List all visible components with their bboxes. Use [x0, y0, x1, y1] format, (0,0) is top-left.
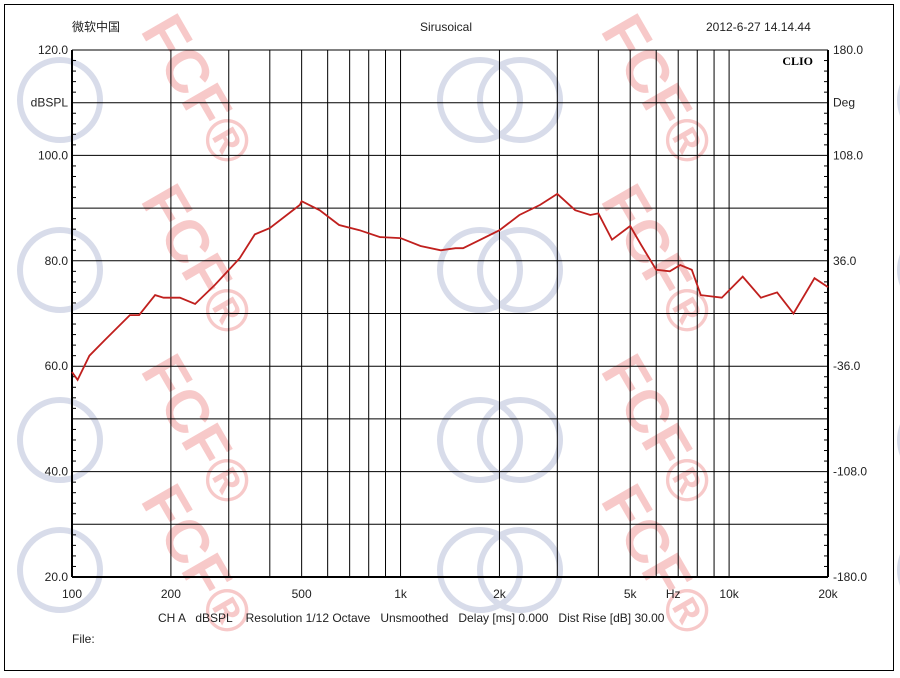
watermark-text: FCF® — [589, 3, 727, 176]
x-tick-label: 5k — [624, 587, 638, 601]
x-tick-label: 1k — [394, 587, 408, 601]
watermark-text: FCF® — [129, 173, 267, 346]
watermark-text: FCF® — [589, 343, 727, 516]
y2-tick-label: 180.0 — [833, 43, 863, 57]
watermark-text: FCF® — [589, 173, 727, 346]
x-tick-label: 500 — [292, 587, 312, 601]
watermark-logo-icon — [437, 527, 523, 613]
y-tick-label: 40.0 — [45, 465, 69, 479]
y2-tick-label: 36.0 — [833, 254, 857, 268]
footer-info: CH A dBSPL Resolution 1/12 Octave Unsmoo… — [158, 611, 665, 625]
timestamp: 2012-6-27 14.14.44 — [706, 20, 811, 34]
chart-frame — [4, 4, 894, 671]
x-tick-label: 200 — [161, 587, 181, 601]
chart-title: Sirusoical — [420, 20, 473, 34]
y-tick-label: 20.0 — [45, 570, 69, 584]
watermark-text: FCF® — [129, 343, 267, 516]
y2-axis-label: Deg — [833, 96, 855, 110]
watermark-logo-icon — [477, 527, 563, 613]
x-axis-label: Hz — [666, 587, 681, 601]
watermark-logo-icon — [17, 527, 103, 613]
watermark-logo-icon — [17, 227, 103, 313]
y-axis-label: dBSPL — [31, 96, 69, 110]
y2-tick-label: -108.0 — [833, 465, 867, 479]
x-tick-label: 20k — [818, 587, 838, 601]
watermark-logo-icon — [437, 57, 523, 143]
file-label: File: — [72, 632, 95, 646]
watermark-logo-icon — [477, 397, 563, 483]
y-tick-label: 120.0 — [38, 43, 68, 57]
y-tick-label: 100.0 — [38, 148, 68, 162]
watermark-logo-icon — [17, 397, 103, 483]
y2-tick-label: -180.0 — [833, 570, 867, 584]
y-tick-label: 60.0 — [45, 359, 69, 373]
watermark-logo-icon — [437, 227, 523, 313]
watermark-logo-icon — [437, 397, 523, 483]
watermark-logo-icon — [477, 227, 563, 313]
y2-tick-label: 108.0 — [833, 148, 863, 162]
x-tick-label: 100 — [62, 587, 82, 601]
header-left: 微软中国 — [72, 20, 121, 34]
axis-labels: 100 200 500 1k 2k 5k 10k 20k Hz 120.0 100.0 80.0 60.… — [31, 43, 868, 601]
grid — [71, 49, 829, 578]
watermark-logo-icon — [477, 57, 563, 143]
x-tick-label: 2k — [493, 587, 507, 601]
clio-logo: CLIO — [782, 54, 813, 68]
watermark-logo-icon — [17, 57, 103, 143]
y-tick-label: 80.0 — [45, 254, 69, 268]
watermark-text: FCF® — [129, 3, 267, 176]
watermarks: FCF® FCF®FCF® FCF®FCF® FCF®FCF® FCF® — [17, 3, 900, 646]
series-line — [71, 192, 829, 382]
x-tick-label: 10k — [719, 587, 739, 601]
y2-tick-label: -36.0 — [833, 359, 861, 373]
